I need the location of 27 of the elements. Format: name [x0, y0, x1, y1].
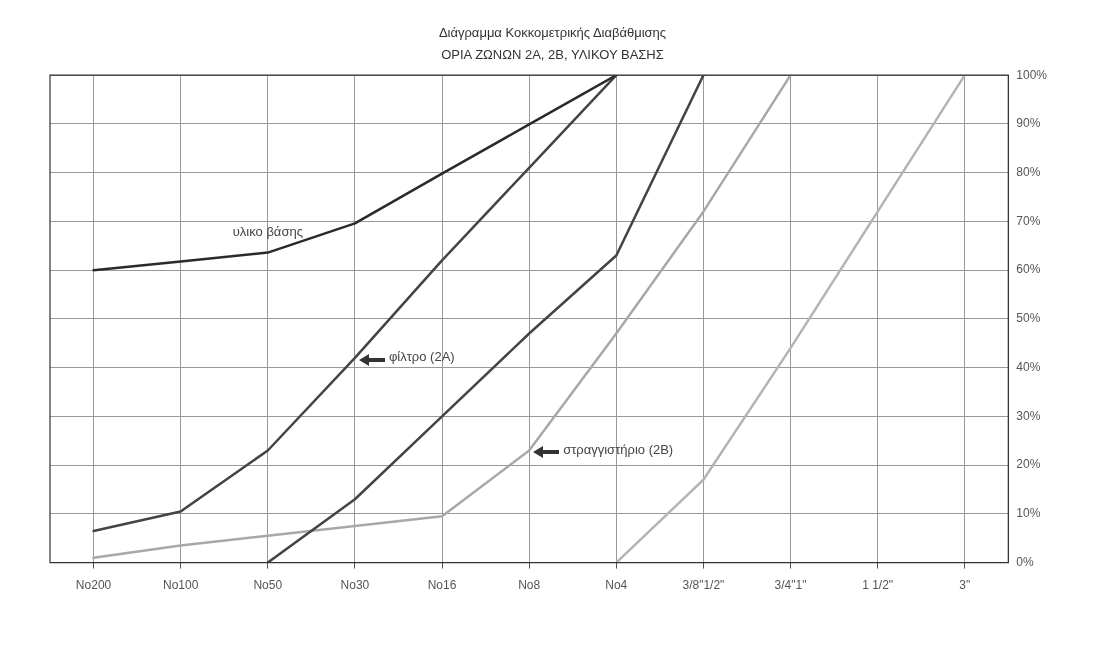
y-tick-label: 0% [1016, 554, 1034, 569]
y-tick-label: 50% [1016, 311, 1041, 326]
x-tick-label: 1 1/2" [862, 578, 894, 593]
x-tick-label: 3" [959, 578, 971, 593]
chart-title: Διάγραμμα Κοκκομετρικής Διαβάθμισης [438, 25, 667, 41]
y-tick-label: 70% [1016, 213, 1041, 228]
x-tick-label: No4 [605, 578, 628, 593]
annotation: φίλτρο (2Α) [388, 349, 455, 365]
x-tick-label: 3/8"1/2" [682, 578, 725, 593]
y-tick-label: 100% [1016, 67, 1048, 82]
x-tick-label: No8 [518, 578, 541, 593]
x-tick-label: No30 [340, 578, 370, 593]
y-tick-label: 60% [1016, 262, 1041, 277]
x-tick-label: No16 [427, 578, 457, 593]
y-tick-label: 90% [1016, 116, 1041, 131]
x-tick-label: No100 [162, 578, 199, 593]
y-tick-label: 30% [1016, 408, 1041, 423]
y-tick-label: 40% [1016, 359, 1041, 374]
y-tick-label: 20% [1016, 457, 1041, 472]
x-tick-label: 3/4"1" [774, 578, 807, 593]
x-tick-label: No50 [253, 578, 283, 593]
annotation: στραγγιστήριο (2Β) [563, 442, 674, 458]
x-tick-label: No200 [75, 578, 112, 593]
y-tick-label: 80% [1016, 164, 1041, 179]
annotation: υλικο βάσης [232, 224, 303, 240]
chart-subtitle: ΟΡΙΑ ΖΩΝΩΝ 2Α, 2Β, ΥΛΙΚΟΥ ΒΑΣΗΣ [441, 46, 664, 62]
y-tick-label: 10% [1016, 506, 1041, 521]
